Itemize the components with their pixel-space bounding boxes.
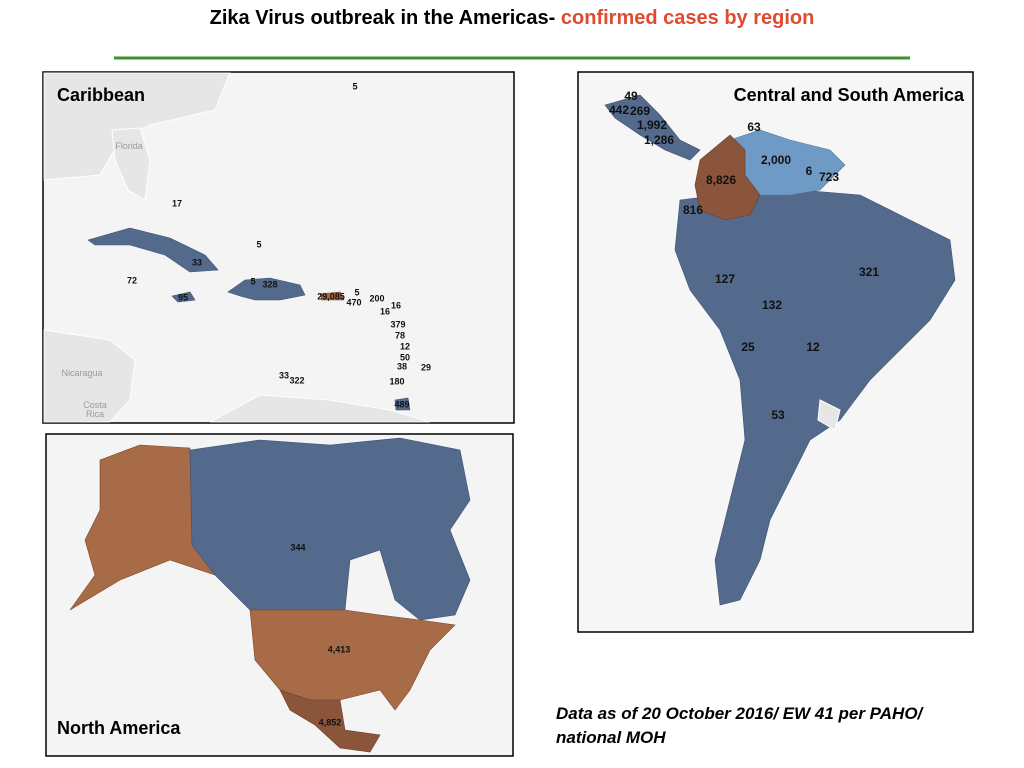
- title-text: Zika Virus outbreak in the Americas-: [210, 7, 556, 29]
- case-label: 16: [391, 300, 401, 310]
- footnote: Data as of 20 October 2016/ EW 41 per PA…: [556, 704, 925, 723]
- case-label: 723: [819, 170, 839, 184]
- land: [111, 127, 151, 201]
- south-america-map: Central and South America: [577, 71, 974, 633]
- north-america-map: North America: [45, 433, 514, 757]
- place-label: Costa: [83, 400, 107, 410]
- case-label: 269: [630, 104, 650, 118]
- case-label: 344: [290, 542, 305, 552]
- case-label: 4,852: [319, 717, 342, 727]
- case-label: 4,413: [328, 644, 351, 654]
- land: [43, 329, 136, 423]
- case-label: 2,000: [761, 153, 791, 167]
- case-label: 470: [346, 297, 361, 307]
- case-label: 33: [279, 370, 289, 380]
- panel-title: Caribbean: [57, 85, 145, 105]
- case-label: 25: [741, 340, 755, 354]
- central-america: [604, 94, 701, 161]
- panel-title: Central and South America: [734, 85, 965, 105]
- case-label: 322: [289, 375, 304, 385]
- case-label: 95: [178, 292, 188, 302]
- place-label: Nicaragua: [61, 368, 102, 378]
- case-label: 49: [624, 89, 638, 103]
- case-label: 200: [369, 293, 384, 303]
- puerto-rico: [319, 291, 345, 301]
- case-label: 5: [250, 276, 255, 286]
- case-label: 78: [395, 330, 405, 340]
- case-label: 5: [256, 239, 261, 249]
- case-label: 12: [806, 340, 820, 354]
- case-label: 5: [352, 81, 357, 91]
- case-label: 12: [400, 341, 410, 351]
- case-label: 379: [390, 319, 405, 329]
- title: Zika Virus outbreak in the Americas- con…: [210, 7, 815, 29]
- jamaica: [171, 291, 196, 303]
- mexico: [279, 689, 381, 753]
- title-highlight: confirmed cases by region: [561, 7, 814, 29]
- case-label: 321: [859, 265, 879, 279]
- place-label: Rica: [86, 409, 104, 419]
- case-label: 1,992: [637, 118, 667, 132]
- south-america: [674, 189, 956, 606]
- case-label: 38: [397, 361, 407, 371]
- case-label: 5: [354, 287, 359, 297]
- case-label: 6: [806, 164, 813, 178]
- case-label: 127: [715, 272, 735, 286]
- case-label: 132: [762, 298, 782, 312]
- case-label: 63: [747, 120, 761, 134]
- case-label: 29: [421, 362, 431, 372]
- caribbean-map: Caribbean: [42, 71, 515, 424]
- case-label: 442: [609, 103, 629, 117]
- case-label: 17: [172, 198, 182, 208]
- panel-title: North America: [57, 718, 181, 738]
- land: [817, 399, 841, 431]
- case-label: 489: [394, 399, 409, 409]
- case-label: 8,826: [706, 173, 736, 187]
- cuba: [87, 227, 219, 273]
- colombia: [694, 134, 761, 221]
- case-label: 33: [192, 257, 202, 267]
- footnote: national MOH: [556, 728, 666, 747]
- case-label: 816: [683, 203, 703, 217]
- case-label: 1,286: [644, 133, 674, 147]
- alaska: [69, 444, 216, 611]
- case-label: 328: [262, 279, 277, 289]
- case-label: 16: [380, 306, 390, 316]
- case-label: 29,085: [317, 291, 345, 301]
- case-label: 180: [389, 376, 404, 386]
- trinidad: [394, 397, 411, 411]
- place-label: Florida: [115, 141, 143, 151]
- hispaniola: [227, 277, 306, 301]
- case-label: 53: [771, 408, 785, 422]
- canada: [189, 437, 471, 621]
- case-label: 50: [400, 352, 410, 362]
- land: [209, 394, 431, 423]
- case-label: 72: [127, 275, 137, 285]
